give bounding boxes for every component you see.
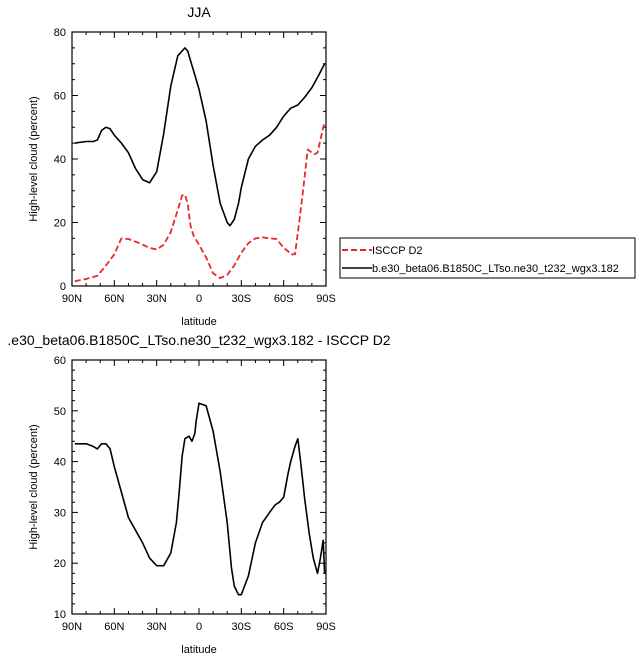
y-axis-label: High-level cloud (percent) <box>28 424 40 549</box>
series-line-1 <box>74 402 326 596</box>
series-line-2 <box>74 47 326 227</box>
y-tick-label: 30 <box>54 507 66 519</box>
x-tick-label: 60N <box>104 293 124 305</box>
x-tick-label: 30S <box>232 293 252 305</box>
legend: ISCCP D2 b.e30_beta06.B1850C_LTso.ne30_t… <box>339 237 636 279</box>
plot-frame <box>71 31 327 287</box>
axis-ticks: 90N 60N 30N 0 30S 60S 90S 10 20 30 40 50 60 <box>54 355 336 633</box>
x-tick-label: 90S <box>316 293 336 305</box>
series-group <box>74 402 326 596</box>
y-tick-label: 50 <box>54 406 66 418</box>
x-tick-label: 90N <box>62 293 82 305</box>
x-tick-label: 60N <box>104 621 124 633</box>
x-tick-label: 0 <box>196 621 202 633</box>
x-tick-label: 60S <box>274 621 294 633</box>
y-tick-label: 60 <box>54 355 66 367</box>
axis-ticks: 90N 60N 30N 0 30S 60S 90S 0 20 40 60 80 <box>54 27 336 305</box>
legend-entry-isccp: ISCCP D2 <box>372 245 423 257</box>
x-tick-label: 30S <box>232 621 252 633</box>
top-panel: JJA 90N 60N 30N 0 30S 60S 90S 0 20 40 60 80 latitud… <box>28 4 336 328</box>
y-tick-label: 20 <box>54 558 66 570</box>
y-tick-label: 20 <box>54 218 66 230</box>
y-tick-label: 40 <box>54 154 66 166</box>
x-tick-label: 60S <box>274 293 294 305</box>
y-tick-label: 80 <box>54 27 66 39</box>
chart-title: JJA <box>187 4 211 20</box>
bottom-panel: .e30_beta06.B1850C_LTso.ne30_t232_wgx3.1… <box>7 332 390 656</box>
chart-title: .e30_beta06.B1850C_LTso.ne30_t232_wgx3.1… <box>7 332 390 348</box>
x-tick-label: 90N <box>62 621 82 633</box>
x-axis-label: latitude <box>181 644 216 656</box>
plot-frame <box>71 359 327 615</box>
series-group <box>74 47 326 283</box>
y-tick-label: 0 <box>60 281 66 293</box>
legend-box <box>339 237 636 279</box>
x-tick-label: 0 <box>196 293 202 305</box>
x-tick-label: 90S <box>316 621 336 633</box>
y-tick-label: 40 <box>54 457 66 469</box>
y-axis-label: High-level cloud (percent) <box>28 96 40 221</box>
x-tick-label: 30N <box>147 293 167 305</box>
x-axis-label: latitude <box>181 316 216 328</box>
x-tick-label: 30N <box>147 621 167 633</box>
series-line-1 <box>74 122 326 283</box>
y-tick-label: 10 <box>54 609 66 621</box>
legend-entry-model: b.e30_beta06.B1850C_LTso.ne30_t232_wgx3.… <box>372 263 619 275</box>
y-tick-label: 60 <box>54 91 66 103</box>
